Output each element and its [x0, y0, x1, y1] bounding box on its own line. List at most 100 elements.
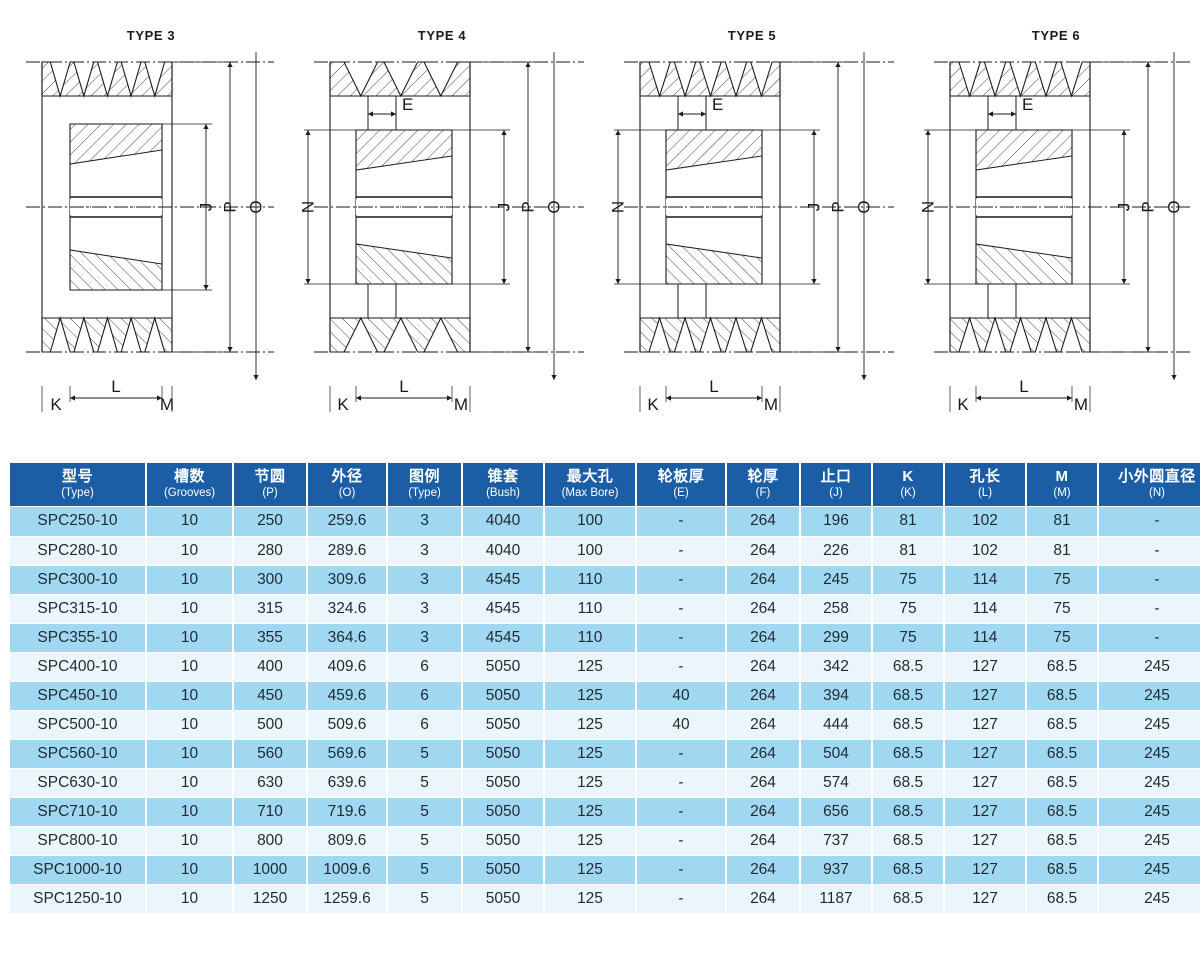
cell-model: SPC630-10: [10, 768, 145, 797]
cell-value: 1187: [801, 885, 871, 914]
cell-value: 264: [727, 681, 799, 710]
header-label-en: (Max Bore): [561, 487, 619, 500]
cell-value: 1000: [234, 856, 306, 885]
cell-value: 10: [147, 768, 232, 797]
dim-label-n: N: [919, 201, 938, 213]
cell-value: 110: [545, 594, 635, 623]
dim-label-m: M: [1074, 395, 1088, 412]
column-header-j-9: 止口 (J): [801, 463, 871, 507]
cell-value: -: [637, 623, 725, 652]
cell-value: 75: [873, 623, 943, 652]
cell-model: SPC1250-10: [10, 885, 145, 914]
table-row: SPC630-10 10 630 639.6 5 5050 125-264 574 68.5 12…: [10, 768, 1200, 797]
cell-value: 264: [727, 768, 799, 797]
cell-value: 68.5: [1027, 710, 1097, 739]
cell-value: 309.6: [308, 565, 386, 594]
cell-value: 5050: [463, 885, 543, 914]
pulley-figure-type-6: TYPE 6JPONELKMF: [912, 0, 1200, 455]
cell-value: 5: [388, 739, 461, 768]
header-label-en: (J): [829, 487, 843, 500]
cell-value: 127: [945, 739, 1025, 768]
table-row: SPC710-10 10 710 719.6 5 5050 125-264 656 68.5 12…: [10, 797, 1200, 826]
cell-value: 68.5: [1027, 885, 1097, 914]
cell-value: -: [637, 797, 725, 826]
cell-value: -: [1099, 565, 1200, 594]
cell-value: 355: [234, 623, 306, 652]
cell-value: 264: [727, 885, 799, 914]
table-body: SPC250-10 10 250 259.6 3 4040 100-264 196 81 102 8…: [10, 507, 1200, 914]
cell-value: 639.6: [308, 768, 386, 797]
header-label-en: (L): [977, 487, 993, 500]
figure-title: TYPE 5: [727, 28, 777, 43]
cell-value: 245: [1099, 797, 1200, 826]
header-label-zh: 型号: [61, 468, 93, 485]
cell-value: 127: [945, 768, 1025, 797]
cell-value: 3: [388, 594, 461, 623]
dim-label-k: K: [337, 395, 349, 412]
cell-value: 4545: [463, 594, 543, 623]
cell-value: 127: [945, 652, 1025, 681]
cell-value: 400: [234, 652, 306, 681]
cell-value: 68.5: [873, 681, 943, 710]
header-label-zh: 外径: [331, 468, 363, 485]
table-row: SPC450-10 10 450 459.6 6 5050 125 40 264 394 68.5 1…: [10, 681, 1200, 710]
dim-label-e: E: [1022, 95, 1033, 114]
cell-value: 10: [147, 856, 232, 885]
cell-value: 5050: [463, 652, 543, 681]
cell-value: -: [637, 826, 725, 856]
cell-model: SPC355-10: [10, 623, 145, 652]
cell-value: 324.6: [308, 594, 386, 623]
cell-value: 40: [637, 710, 725, 739]
cell-value: -: [637, 739, 725, 768]
cell-value: 10: [147, 797, 232, 826]
cell-value: 710: [234, 797, 306, 826]
cell-value: 574: [801, 768, 871, 797]
column-header-l-11: 孔长 (L): [945, 463, 1025, 507]
cell-value: 68.5: [1027, 768, 1097, 797]
header-label-zh: 孔长: [969, 468, 1001, 485]
cell-value: -: [1099, 594, 1200, 623]
column-header-e-7: 轮板厚 (E): [637, 463, 725, 507]
dim-label-j: J: [495, 203, 514, 212]
header-label-en: (E): [673, 487, 689, 500]
cell-value: 264: [727, 652, 799, 681]
cell-value: 125: [545, 885, 635, 914]
pulley-cross-section-drawing: JPOLKMF: [26, 52, 274, 412]
cell-model: SPC250-10: [10, 507, 145, 536]
cell-value: 245: [1099, 652, 1200, 681]
cell-value: 1259.6: [308, 885, 386, 914]
dim-label-m: M: [160, 395, 174, 412]
cell-value: 10: [147, 826, 232, 856]
cell-value: 6: [388, 652, 461, 681]
cell-value: 4040: [463, 536, 543, 565]
cell-value: 125: [545, 856, 635, 885]
column-header-f-8: 轮厚 (F): [727, 463, 799, 507]
cell-value: 4040: [463, 507, 543, 536]
header-label-zh: K: [902, 468, 914, 485]
cell-value: 127: [945, 885, 1025, 914]
dim-label-o: O: [855, 200, 874, 213]
cell-value: 125: [545, 710, 635, 739]
cell-value: 125: [545, 826, 635, 856]
cell-value: 3: [388, 507, 461, 536]
cell-value: -: [637, 565, 725, 594]
cell-value: -: [637, 536, 725, 565]
cell-value: 4545: [463, 565, 543, 594]
cell-value: 68.5: [1027, 652, 1097, 681]
header-label-zh: 节圆: [254, 468, 286, 485]
cell-value: 10: [147, 507, 232, 536]
dim-label-o: O: [247, 200, 266, 213]
dim-label-o: O: [1165, 200, 1184, 213]
cell-value: 656: [801, 797, 871, 826]
cell-value: 125: [545, 768, 635, 797]
cell-model: SPC710-10: [10, 797, 145, 826]
cell-model: SPC560-10: [10, 739, 145, 768]
cell-value: 937: [801, 856, 871, 885]
cell-model: SPC300-10: [10, 565, 145, 594]
cell-value: 245: [1099, 710, 1200, 739]
cell-value: 68.5: [1027, 739, 1097, 768]
column-header-type-4: 图例 (Type): [388, 463, 461, 507]
cell-value: 5: [388, 885, 461, 914]
cell-value: 10: [147, 623, 232, 652]
cell-value: 264: [727, 507, 799, 536]
